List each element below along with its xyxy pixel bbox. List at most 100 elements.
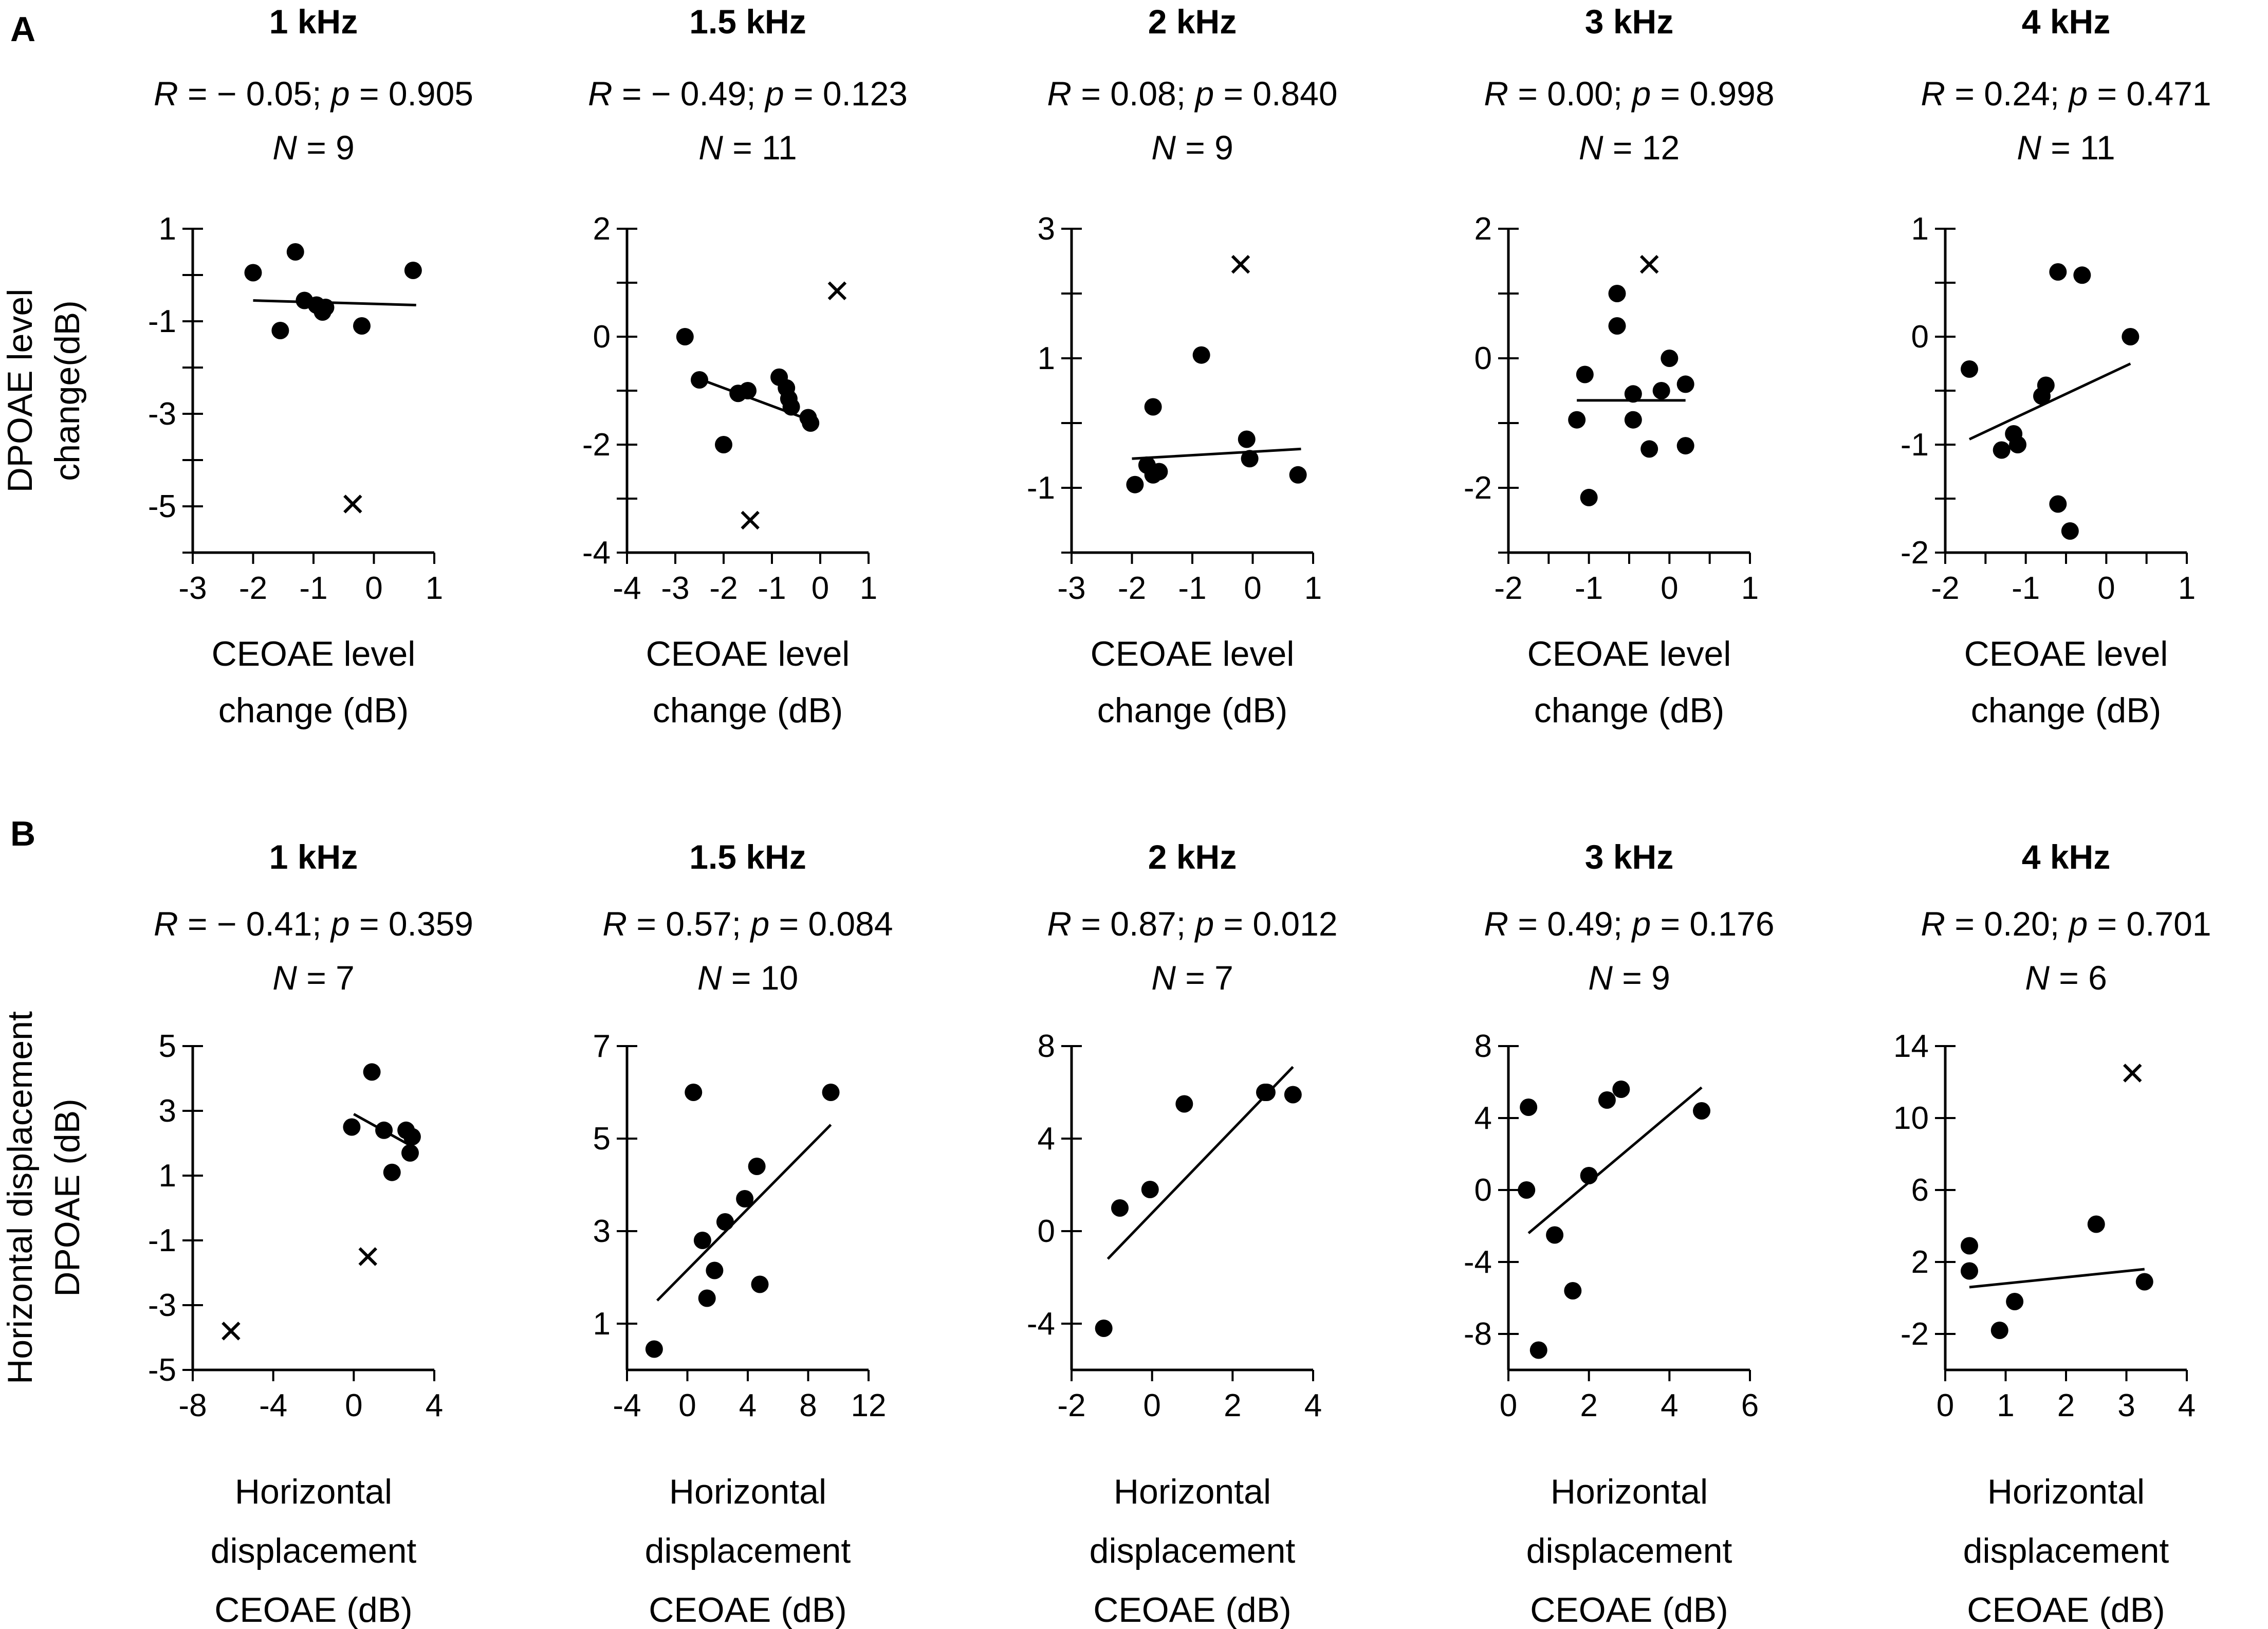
y-tick-label: -8 [1464,1316,1492,1352]
data-point [1175,1095,1193,1113]
panel-label: A [10,10,35,49]
y-tick-label: 14 [1893,1029,1929,1064]
x-axis-label-line: Horizontal [1551,1472,1708,1511]
data-point [2037,376,2055,394]
data-point [2009,436,2026,453]
x-tick-label: 4 [739,1388,757,1423]
chart-2-khz: 2 kHz R = 0.87; p = 0.012 N = 7 -4 0 4 8 -2 0 2 4 H… [1027,838,1338,1629]
stat-n-symbol: N [698,129,723,167]
stat-p-value: = 0.084 [769,905,893,943]
y-tick-label: 6 [1911,1173,1929,1208]
stat-line: R = − 0.05; p = 0.905 [154,75,473,113]
data-point [1192,346,1210,364]
y-tick-label: 0 [1474,341,1492,376]
regression-line [1132,447,1301,460]
x-tick-label: -8 [178,1388,207,1423]
x-tick-label: 0 [365,571,382,606]
x-tick-label: -4 [259,1388,287,1423]
data-point [2087,1215,2105,1233]
x-axis-label-line: CEOAE level [1091,634,1295,673]
stat-n: N = 7 [272,959,355,997]
stat-p-value: = 0.176 [1651,905,1774,943]
outlier-marker [343,495,362,514]
data-point [1961,1237,1978,1255]
stat-line: R = − 0.49; p = 0.123 [588,75,908,113]
y-tick-label: 3 [593,1214,611,1249]
data-point [286,243,304,261]
x-axis-label-line: displacement [1963,1531,2169,1570]
data-point [748,1158,766,1175]
y-tick-label: -4 [582,535,611,571]
data-point [2049,495,2067,513]
data-point [1598,1091,1616,1109]
data-point [1961,1262,1978,1280]
y-tick-label: 4 [1474,1101,1492,1136]
y-tick-label: -5 [148,489,176,524]
stat-n-value: = 9 [297,129,355,167]
data-point [782,398,800,416]
x-tick-label: -1 [758,571,786,606]
y-axis-label-line: DPOAE level [1,289,40,493]
x-tick-label: 1 [2178,571,2196,606]
x-tick-label: 12 [851,1388,887,1423]
data-point [1111,1199,1129,1217]
data-point [1529,1341,1547,1359]
y-tick-label: 0 [1474,1173,1492,1208]
stat-line: R = 0.08; p = 0.840 [1047,75,1337,113]
x-tick-label: 1 [1997,1388,2014,1423]
x-tick-label: -4 [613,571,641,606]
x-axis-label-line: Horizontal [669,1472,826,1511]
data-point [1608,285,1626,302]
data-point [802,414,820,432]
stat-n: N = 12 [1579,129,1680,167]
stat-r-value: = − 0.05; [178,75,331,113]
y-tick-label: 0 [593,319,611,355]
stat-p-symbol: p [1194,75,1214,113]
stat-n-symbol: N [2017,129,2041,167]
x-axis-label-line: CEOAE (dB) [1967,1590,2165,1629]
data-point [1693,1102,1710,1120]
stat-r-value: = 0.00; [1508,75,1632,113]
stat-line: R = 0.20; p = 0.701 [1921,905,2211,943]
data-point [1652,382,1670,399]
x-axis-label-line: CEOAE level [646,634,850,673]
stat-n: N = 9 [1588,959,1670,997]
stat-n-value: = 11 [723,129,797,167]
data-point [2006,1293,2024,1310]
x-tick-label: 2 [1224,1388,1241,1423]
stat-n-symbol: N [272,959,297,997]
data-point [244,264,262,282]
chart-title: 1 kHz [269,3,358,41]
data-point [317,299,335,316]
stat-p-symbol: p [1194,905,1214,943]
x-tick-label: -3 [178,571,207,606]
regression-line [1969,1268,2145,1289]
outlier-marker [2123,1064,2142,1083]
x-tick-label: -2 [1057,1388,1085,1423]
data-point [1238,430,1256,448]
data-point [822,1084,840,1101]
y-tick-label: 0 [1911,319,1929,355]
x-axis-label-line: CEOAE (dB) [649,1590,846,1629]
x-tick-label: 0 [678,1388,696,1423]
x-tick-label: 0 [1244,571,1261,606]
stat-r-symbol: R [154,905,178,943]
stat-r-value: = 0.49; [1508,905,1632,943]
y-tick-label: -3 [148,1288,176,1323]
stat-p-value: = 0.701 [2088,905,2211,943]
x-tick-label: -3 [1057,571,1085,606]
y-tick-label: 0 [1038,1214,1055,1249]
regression-line [253,299,416,306]
stat-line: R = 0.00; p = 0.998 [1484,75,1774,113]
x-tick-label: 0 [2097,571,2115,606]
y-tick-label: 1 [1038,341,1055,376]
x-tick-label: 1 [1304,571,1322,606]
stat-p-symbol: p [2068,905,2088,943]
stat-n-value: = 9 [1613,959,1670,997]
x-tick-label: 1 [426,571,443,606]
x-axis-label-line: CEOAE (dB) [1093,1590,1291,1629]
stat-n-value: = 12 [1603,129,1680,167]
stat-n: N = 9 [272,129,355,167]
stat-line: R = − 0.41; p = 0.359 [154,905,473,943]
y-axis-label: Horizontal displacement DPOAE (dB) [1,1011,87,1384]
